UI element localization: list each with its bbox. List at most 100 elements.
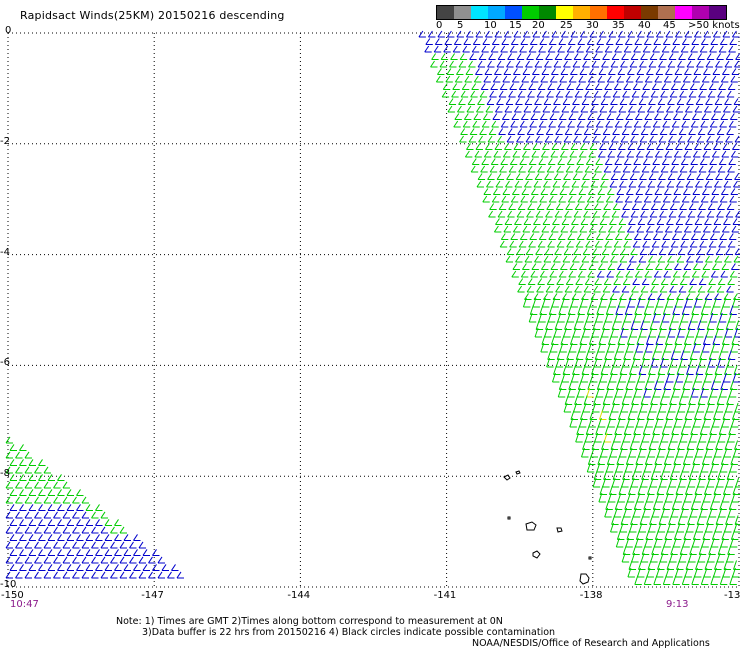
wind-barb: [703, 68, 711, 75]
wind-barb: [599, 218, 607, 225]
wind-barb: [626, 150, 634, 158]
wind-barb: [654, 263, 663, 270]
wind-barb: [110, 571, 118, 579]
wind-barb: [516, 248, 524, 255]
wind-barb: [624, 462, 633, 473]
wind-barb: [643, 575, 652, 585]
wind-barb: [486, 180, 494, 188]
wind-barb: [38, 504, 46, 511]
wind-barb: [619, 180, 627, 188]
wind-barb: [670, 507, 679, 518]
wind-barb: [552, 218, 560, 225]
wind-barb: [710, 537, 719, 548]
wind-barb: [624, 38, 633, 45]
wind-barb: [549, 113, 557, 120]
wind-barb: [731, 492, 739, 503]
wind-barb: [600, 180, 608, 188]
wind-barb: [675, 218, 683, 225]
wind-barb: [626, 263, 634, 270]
wind-barb: [588, 417, 596, 428]
wind-barb: [529, 38, 538, 45]
wind-barb: [540, 342, 548, 353]
wind-barb: [724, 98, 732, 105]
wind-barb: [700, 38, 709, 45]
wind-barb: [681, 38, 690, 45]
wind-barb: [648, 98, 656, 105]
wind-barb: [5, 436, 13, 444]
note-line-1: Note: 1) Times are GMT 2)Times along bot…: [116, 616, 503, 627]
wind-barb: [646, 297, 654, 308]
wind-barb: [629, 255, 637, 263]
wind-barb: [506, 135, 515, 143]
wind-barb: [560, 30, 569, 38]
wind-barb: [640, 477, 648, 488]
wind-barb: [674, 492, 682, 503]
wind-barb: [711, 150, 720, 158]
wind-barb: [730, 417, 739, 428]
wind-barb: [712, 567, 721, 578]
wind-barb: [725, 248, 733, 255]
wind-barb: [631, 285, 639, 293]
color-swatch: [539, 6, 556, 19]
wind-barb: [19, 564, 27, 571]
wind-barb: [445, 75, 453, 83]
wind-barb: [698, 203, 706, 210]
wind-barb: [579, 297, 588, 308]
wind-barb: [538, 45, 546, 53]
color-swatch: [522, 6, 539, 19]
wind-barb: [719, 462, 728, 473]
wind-barb: [637, 143, 645, 150]
wind-barb: [538, 312, 546, 323]
wind-barb: [588, 150, 596, 158]
wind-barb: [114, 519, 122, 526]
wind-barb: [524, 98, 533, 105]
wind-barb: [659, 477, 667, 488]
wind-barb: [638, 180, 646, 188]
wind-barb: [468, 60, 476, 68]
wind-barb: [644, 270, 652, 278]
wind-barb: [654, 150, 663, 158]
wind-barb: [671, 45, 679, 53]
wind-barb: [62, 511, 70, 519]
wind-barb: [518, 240, 527, 248]
wind-barb: [604, 158, 613, 165]
island-outline: [503, 474, 511, 481]
wind-barb: [28, 504, 36, 511]
wind-barb: [716, 477, 724, 488]
wind-barb: [630, 477, 639, 488]
wind-barb: [595, 120, 604, 128]
wind-barb: [651, 240, 660, 248]
wind-barb: [527, 165, 536, 173]
wind-barb: [716, 552, 725, 563]
wind-barb: [727, 240, 736, 248]
wind-barb: [543, 293, 551, 300]
wind-barb: [76, 549, 84, 556]
wind-barb: [518, 165, 526, 173]
wind-barb: [592, 402, 600, 413]
wind-barb: [695, 522, 703, 533]
wind-barb: [665, 567, 673, 578]
wind-barb: [699, 158, 708, 165]
wind-barb: [566, 45, 575, 53]
wind-barb: [708, 83, 717, 90]
wind-barb: [710, 462, 718, 473]
wind-barb: [5, 511, 13, 519]
wind-barb: [706, 248, 714, 255]
wind-barb: [540, 75, 548, 83]
wind-barb: [693, 297, 702, 308]
wind-barb: [640, 53, 648, 60]
wind-barb: [703, 30, 711, 38]
wind-barb: [553, 327, 562, 338]
wind-barb: [693, 225, 701, 233]
wind-barb: [537, 165, 545, 173]
wind-barb: [509, 45, 518, 53]
wind-barb: [554, 248, 562, 255]
wind-barb: [694, 218, 702, 225]
wind-barb: [76, 564, 84, 571]
wind-barb: [584, 165, 593, 173]
wind-barb: [491, 38, 500, 45]
wind-barb: [625, 342, 634, 353]
wind-barb: [626, 225, 635, 233]
wind-barb: [533, 293, 542, 300]
wind-barb: [557, 312, 565, 323]
